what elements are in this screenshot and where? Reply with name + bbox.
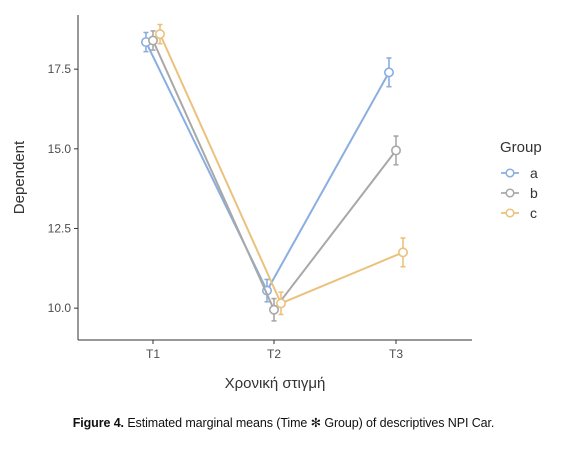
series-line (152, 40, 397, 312)
series-a (141, 31, 394, 303)
data-point (397, 247, 408, 258)
legend-label: c (530, 205, 537, 221)
legend: Group abc (500, 139, 542, 221)
legend-key-point (505, 168, 515, 178)
caption-text: Estimated marginal means (Time ✻ Group) … (127, 416, 495, 430)
y-axis-title: Dependent (11, 140, 28, 214)
legend-item-c: c (501, 205, 537, 221)
legend-item-b: b (501, 185, 538, 201)
data-point (275, 298, 286, 309)
series-layer (141, 23, 408, 322)
x-tick-label: T2 (267, 347, 281, 361)
data-point (148, 35, 159, 46)
legend-key-point (505, 208, 515, 218)
y-tick-label: 15.0 (48, 142, 72, 156)
series-line (145, 41, 390, 293)
data-point (390, 145, 401, 156)
y-tick-label: 10.0 (48, 301, 72, 315)
caption-label: Figure 4. (72, 416, 124, 430)
series-c (155, 23, 408, 316)
legend-title: Group (500, 139, 542, 156)
x-axis-title: Χρονική στιγμή (225, 375, 326, 392)
legend-label: b (530, 185, 538, 201)
y-tick-label: 12.5 (48, 221, 72, 235)
axes: 10.0 12.5 15.0 17.5 T1 T2 T3 Χρονική στιγμή Depe… (11, 15, 472, 392)
series-b (148, 30, 401, 322)
data-point (268, 304, 279, 315)
legend-key-point (505, 188, 515, 198)
legend-label: a (530, 165, 538, 181)
data-point (383, 67, 394, 78)
x-tick-label: T3 (389, 347, 403, 361)
data-point (155, 29, 166, 40)
y-tick-label: 17.5 (48, 62, 72, 76)
legend-item-a: a (501, 165, 538, 181)
figure-caption: Figure 4. Estimated marginal means (Time… (0, 415, 567, 430)
x-tick-label: T1 (146, 347, 160, 361)
